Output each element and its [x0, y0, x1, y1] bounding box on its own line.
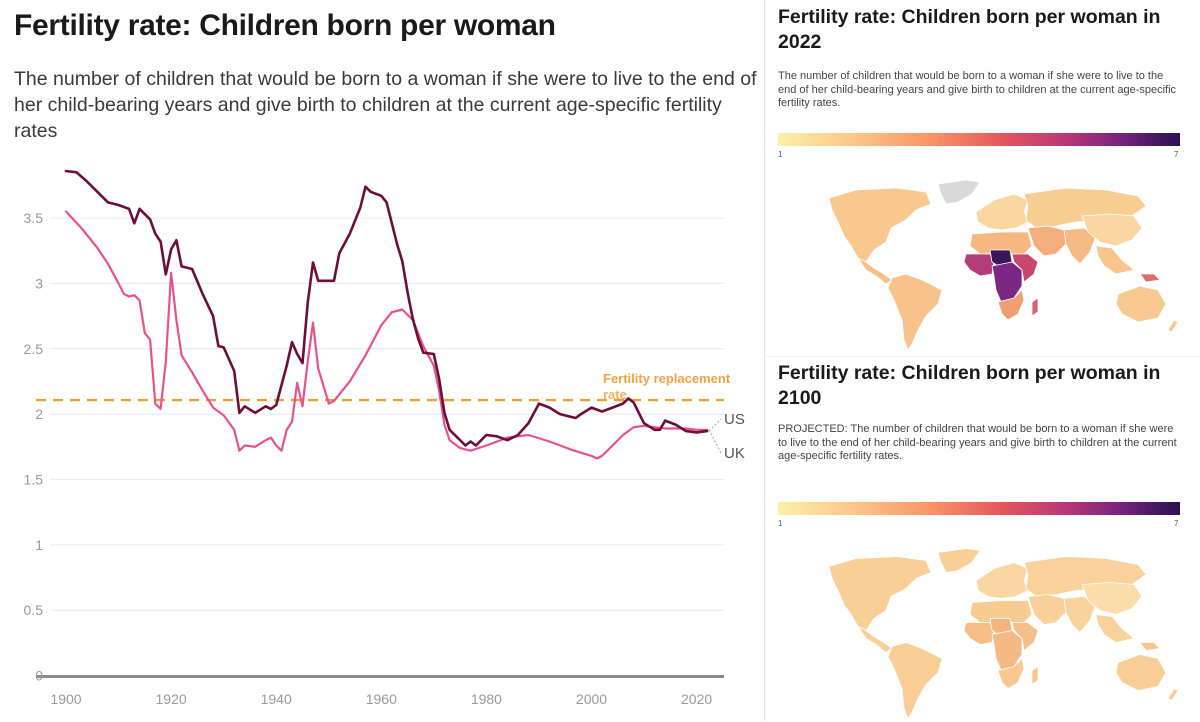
map-2100-region-southern-africa: [997, 658, 1025, 689]
map-2022-region-central-america: [857, 257, 893, 285]
map-2022-region-south-america: [887, 273, 943, 350]
map-2100-region-north-america: [828, 556, 932, 631]
y-tick-label: 1.5: [24, 471, 44, 487]
y-tick-label: 3: [35, 275, 43, 291]
map-2100-scale-max: 7: [1174, 519, 1179, 528]
series-label-uk: UK: [724, 445, 745, 462]
panel-divider: [764, 0, 765, 721]
map-2022-region-new-zealand: [1167, 319, 1179, 333]
map-2100-region-madagascar: [1031, 666, 1039, 685]
map-2100-panel: Fertility rate: Children born per woman …: [766, 356, 1200, 722]
series-line-uk: [64, 210, 709, 460]
map-2100-region-middle-east: [1027, 594, 1067, 625]
x-tick-label: 2000: [576, 691, 607, 707]
y-tick-label: 0.5: [24, 602, 44, 618]
world-map-2100: [828, 548, 1179, 719]
map-2100-region-southeast-asia: [1095, 614, 1135, 643]
series-layer: [64, 169, 709, 460]
replacement-rate-label: Fertility replacement: [603, 371, 731, 386]
x-tick-label: 1960: [366, 691, 397, 707]
map-2022-region-west-africa: [963, 253, 995, 277]
map-2100-title: Fertility rate: Children born per woman …: [778, 362, 1161, 409]
map-2100-scale-min: 1: [778, 519, 783, 528]
map-2100-region-west-africa: [963, 622, 995, 645]
map-2022-region-europe: [975, 193, 1029, 231]
map-2022-scale-min: 1: [778, 150, 783, 159]
world-map-2022: [828, 179, 1179, 350]
replacement-rate-label-line2: rate: [603, 387, 627, 402]
x-tick-label: 1920: [156, 691, 187, 707]
chart-subtitle: The number of children that would be bor…: [14, 68, 757, 142]
map-2022-region-middle-east: [1027, 225, 1067, 257]
y-tick-label: 0: [35, 668, 43, 684]
map-2022-region-papua-new-guinea: [1139, 273, 1161, 283]
map-2100-region-papua-new-guinea: [1139, 642, 1161, 651]
series-label-us: US: [724, 411, 745, 428]
series-label-layer: US UK: [708, 411, 745, 462]
x-tick-label: 2020: [681, 691, 712, 707]
y-tick-label: 1: [35, 537, 43, 553]
map-2022-scale-max: 7: [1174, 150, 1179, 159]
series-label-leader: [708, 429, 722, 454]
map-2022-region-north-america: [828, 187, 932, 263]
map-2100-region-central-america: [857, 626, 893, 653]
map-2022-region-east-africa: [1011, 253, 1039, 283]
y-tick-label: 2.5: [24, 341, 44, 357]
map-2022-description: The number of children that would be bor…: [778, 70, 1177, 109]
x-tick-label: 1940: [261, 691, 292, 707]
map-2022-region-madagascar: [1031, 297, 1039, 317]
map-2022-title: Fertility rate: Children born per woman …: [778, 6, 1161, 53]
map-2022-panel: Fertility rate: Children born per woman …: [766, 0, 1200, 350]
map-2100-region-south-asia: [1063, 596, 1097, 633]
gridlines: [36, 217, 724, 678]
map-2100-region-east-asia: [1081, 582, 1143, 615]
line-chart-panel: Fertility rate: Children born per woman …: [14, 9, 757, 707]
x-tick-label: 1900: [50, 691, 81, 707]
map-2022-region-southeast-asia: [1095, 245, 1135, 275]
fertility-line-chart: 0 0.5 1 1.5 2 2.5 3 3.5 1900 1920 1940 1960 1980 200…: [24, 169, 745, 707]
x-axis-ticks: 1900 1920 1940 1960 1980 2000 2020: [50, 691, 712, 707]
map-2022-region-south-asia: [1063, 227, 1097, 265]
series-line-us: [64, 169, 709, 447]
y-tick-label: 2: [35, 406, 43, 422]
map-2022-region-greenland: [937, 179, 981, 205]
y-axis-ticks: 0 0.5 1 1.5 2 2.5 3 3.5: [24, 210, 44, 683]
map-2100-region-greenland: [937, 548, 981, 573]
map-2100-color-scale: [778, 502, 1180, 515]
map-2022-region-southern-africa: [997, 289, 1025, 321]
map-2022-color-scale: [778, 133, 1180, 146]
map-2100-region-east-africa: [1011, 622, 1039, 651]
map-2100-region-europe: [975, 562, 1029, 599]
map-2022-region-australia: [1115, 285, 1167, 323]
map-2022-region-east-asia: [1081, 213, 1143, 247]
map-2100-region-new-zealand: [1167, 688, 1179, 701]
y-tick-label: 3.5: [24, 210, 44, 226]
map-2100-region-south-america: [887, 642, 943, 719]
x-tick-label: 1980: [471, 691, 502, 707]
series-label-leader: [708, 418, 722, 432]
map-2100-region-australia: [1115, 654, 1167, 691]
chart-title: Fertility rate: Children born per woman: [14, 9, 556, 42]
map-2100-description: PROJECTED: The number of children that w…: [778, 423, 1177, 462]
